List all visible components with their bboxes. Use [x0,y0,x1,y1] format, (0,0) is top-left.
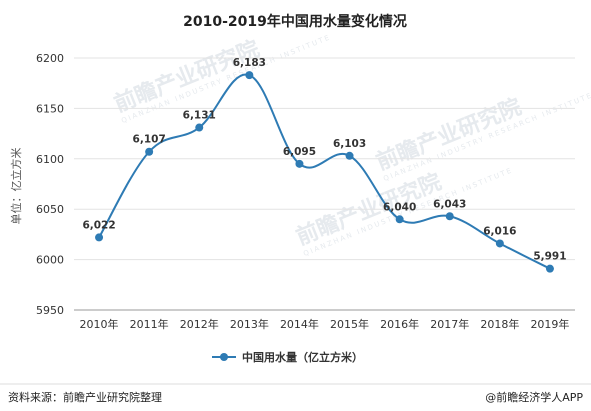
x-tick-label: 2012年 [180,317,219,331]
x-tick-label: 2014年 [280,317,319,331]
data-label: 6,040 [383,201,416,213]
x-tick-label: 2016年 [380,317,419,331]
data-point [345,151,354,160]
x-tick-label: 2011年 [130,317,169,331]
data-label: 6,043 [433,198,466,210]
series-line [98,73,551,270]
data-labels: 6,022 6,107 6,131 6,183 6,095 6,103 6,040 6,043… [82,57,566,263]
data-label: 6,183 [233,57,266,69]
data-label: 6,107 [133,134,166,146]
grid [74,57,575,311]
data-point [95,233,104,242]
data-point [295,159,304,168]
y-tick-label: 6050 [36,203,64,216]
x-axis-ticks: 2010年 2011年 2012年 2013年 2014年 2015年 2016年 2017年… [80,317,570,331]
x-tick-label: 2015年 [330,317,369,331]
footer-credit: @前瞻经济学人APP [485,390,583,404]
watermark: 前瞻产业研究院 QIANZHAN INDUSTRY RESEARCH INSTI… [111,33,591,258]
y-axis-label: 单位：亿立方米 [9,148,23,225]
x-tick-label: 2018年 [480,317,519,331]
data-label: 5,991 [533,251,566,263]
y-tick-label: 6200 [36,52,64,65]
y-tick-label: 6100 [36,153,64,166]
data-point [495,239,504,248]
legend-label: 中国用水量（亿立方米） [242,350,363,364]
y-tick-label: 6000 [36,254,64,267]
data-label: 6,103 [333,138,366,150]
x-tick-label: 2010年 [80,317,119,331]
footer-source: 资料来源：前瞻产业研究院整理 [8,390,162,404]
data-label: 6,131 [183,110,216,122]
data-label: 6,016 [483,225,516,237]
x-tick-label: 2019年 [530,317,569,331]
data-point [245,71,254,80]
legend-marker [220,353,228,361]
data-point [545,264,554,273]
data-label: 6,095 [283,146,316,158]
data-point [445,212,454,221]
data-point [195,123,204,132]
y-axis-ticks: 5950 6000 6050 6100 6150 6200 [36,52,64,317]
legend: 中国用水量（亿立方米） [212,350,363,364]
y-tick-label: 5950 [36,304,64,317]
data-label: 6,022 [82,219,115,231]
data-points [95,71,554,273]
x-tick-label: 2017年 [430,317,469,331]
x-tick-label: 2013年 [230,317,269,331]
data-point [145,147,154,156]
data-point [395,215,404,224]
chart-title: 2010-2019年中国用水量变化情况 [183,13,407,30]
y-tick-label: 6150 [36,102,64,115]
